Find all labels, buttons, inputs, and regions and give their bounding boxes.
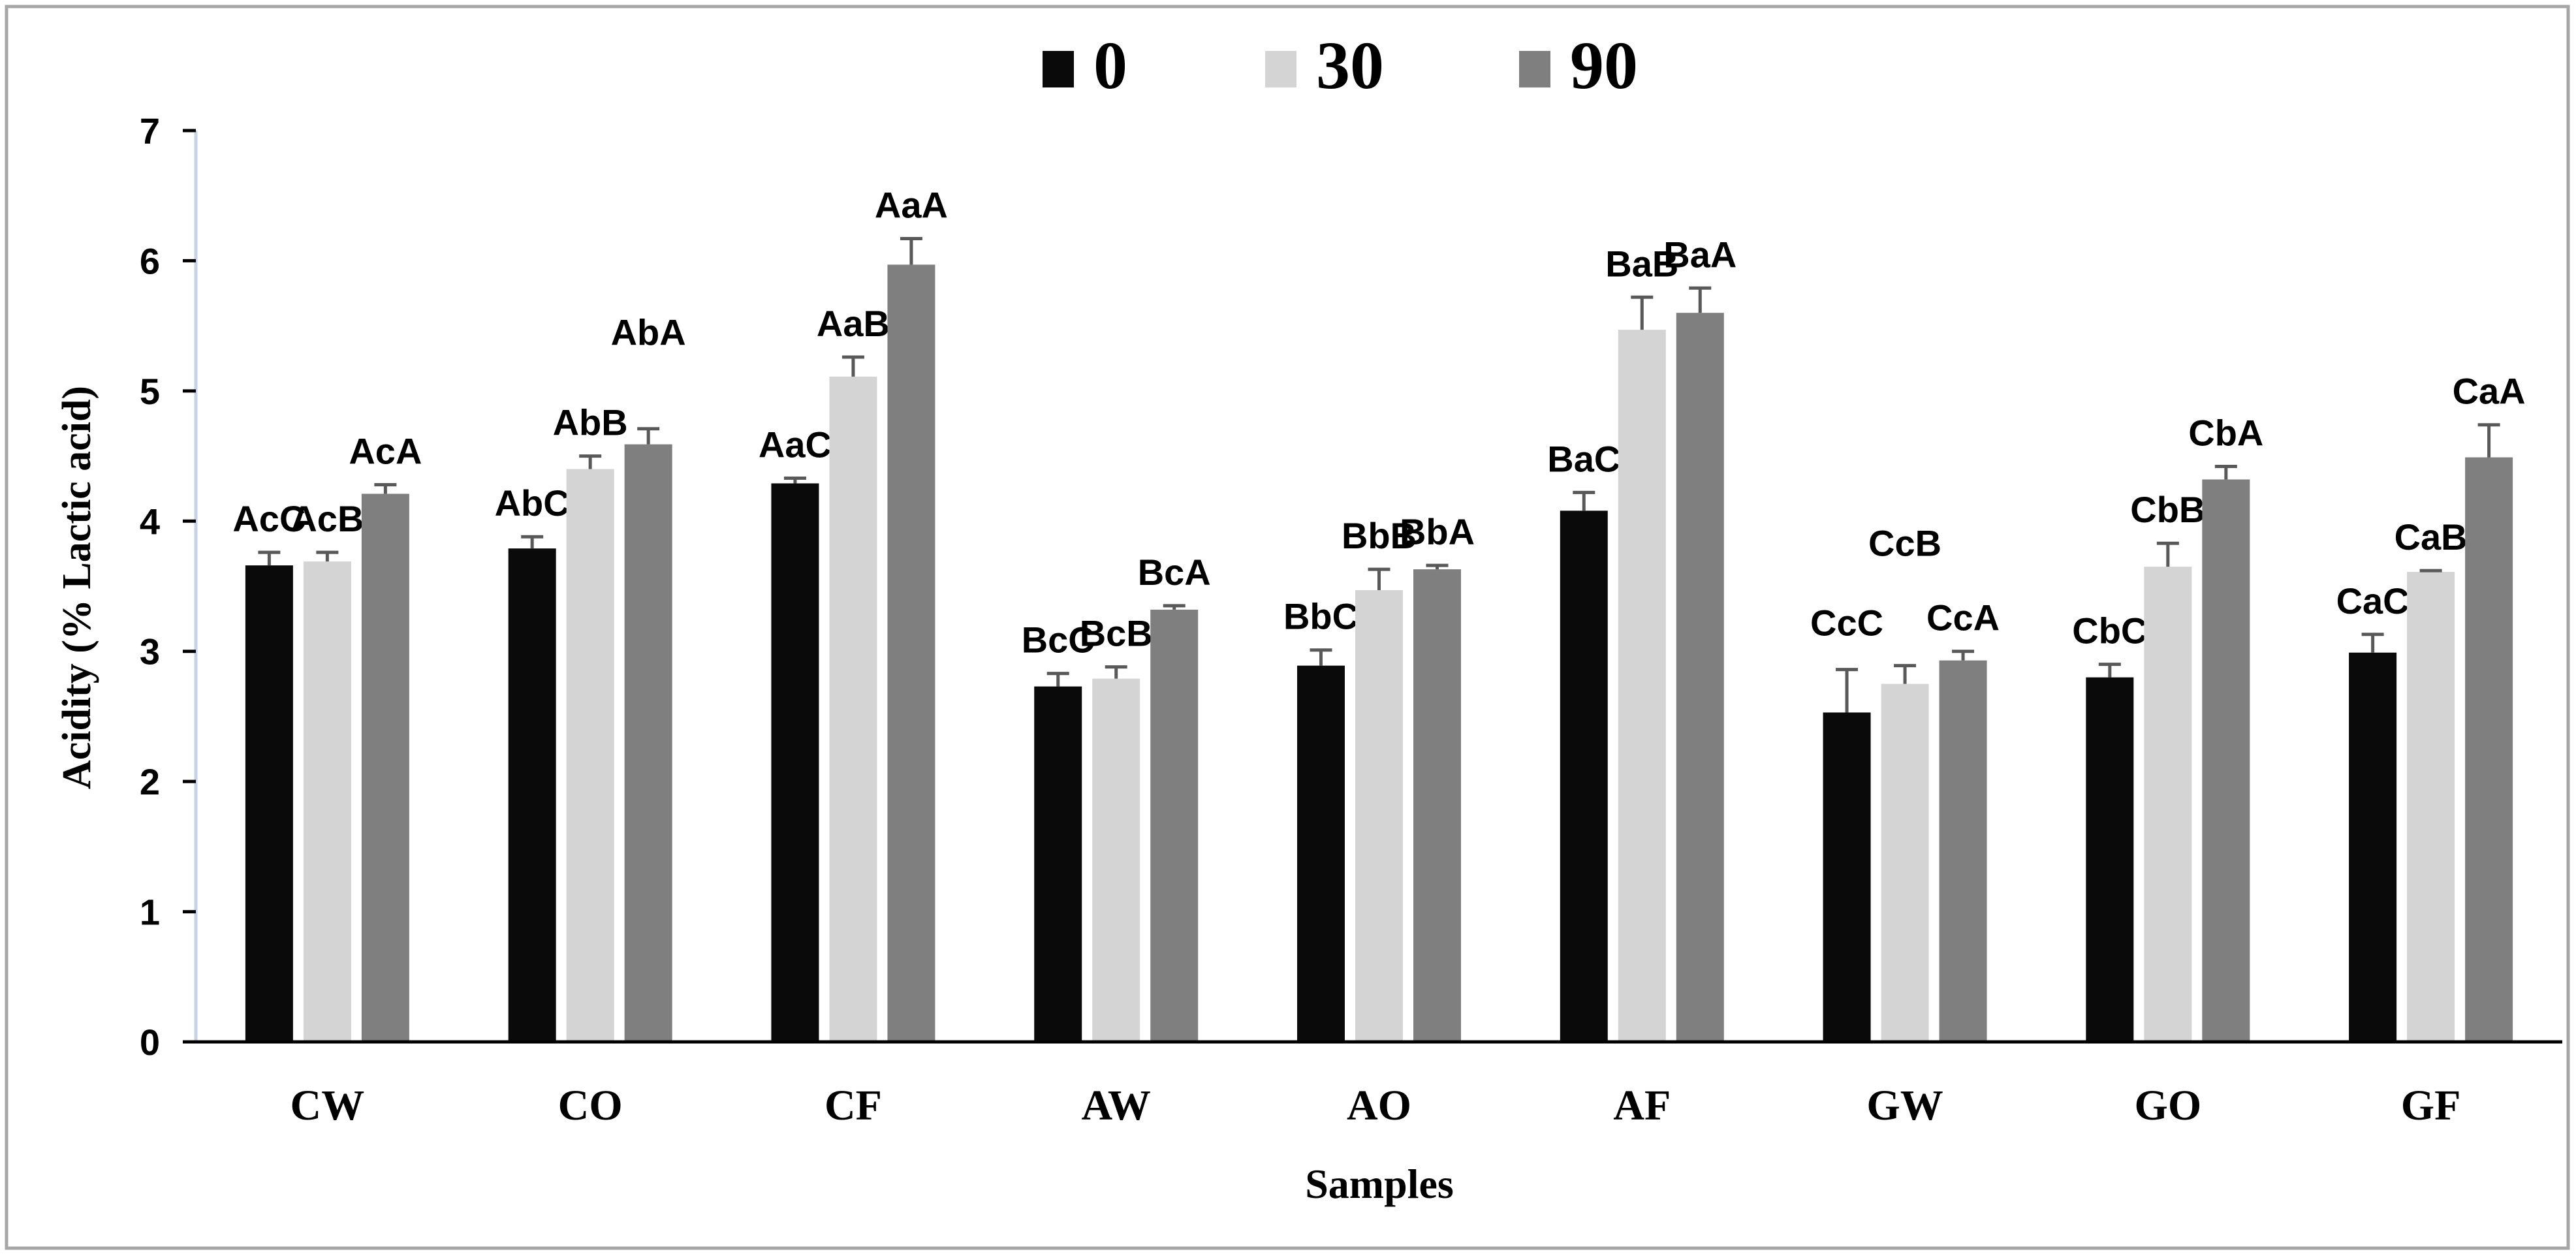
data-label-GF-0: CaC (2336, 580, 2410, 621)
bar-CW-90 (361, 494, 409, 1042)
y-tick-label: 5 (140, 371, 160, 412)
data-label-AF-0: BaC (1547, 438, 1620, 479)
y-tick-label: 1 (140, 892, 160, 933)
data-label-CO-90: AbA (611, 312, 686, 353)
data-label-AW-30: BcB (1080, 613, 1153, 654)
data-label-GO-0: CbC (2072, 610, 2147, 652)
data-label-AF-90: BaA (1663, 234, 1736, 275)
y-axis-title: Acidity (% Lactic acid) (55, 386, 99, 789)
y-tick-label: 6 (140, 240, 160, 281)
bar-CO-90 (624, 444, 672, 1042)
bar-AW-90 (1150, 609, 1199, 1042)
bar-CF-0 (771, 483, 819, 1042)
legend: 0 30 90 (1043, 28, 1638, 103)
legend-label-0: 0 (1093, 28, 1127, 103)
data-label-AF-30: BaB (1605, 243, 1678, 284)
data-label-CW-30: AcB (291, 498, 364, 539)
data-label-AW-0: BcC (1022, 620, 1095, 661)
bar-GF-0 (2349, 652, 2397, 1042)
y-tick-label: 2 (140, 761, 160, 802)
y-tick-label: 3 (140, 631, 160, 672)
data-label-AO-90: BbA (1400, 511, 1475, 552)
data-label-CO-0: AbC (495, 482, 570, 524)
data-label-CW-90: AcA (349, 430, 422, 471)
bar-GO-90 (2202, 479, 2250, 1042)
bar-GO-30 (2144, 567, 2192, 1042)
data-label-CW-0: AcC (232, 498, 306, 539)
bar-GW-90 (1939, 660, 1987, 1042)
data-label-CF-90: AaA (875, 185, 948, 226)
x-tick-label-CF: CF (825, 1082, 882, 1129)
y-tick-label: 0 (140, 1022, 160, 1063)
x-tick-label-GW: GW (1866, 1082, 1943, 1129)
y-tick-label: 7 (140, 110, 160, 151)
data-label-GF-90: CaA (2453, 371, 2526, 412)
legend-swatch-90 (1519, 51, 1550, 87)
bar-CF-30 (829, 376, 877, 1042)
bar-CW-30 (303, 561, 351, 1042)
bar-GW-30 (1881, 683, 1929, 1042)
x-tick-label-GO: GO (2134, 1082, 2201, 1129)
bar-GW-0 (1823, 712, 1871, 1042)
legend-swatch-30 (1265, 51, 1296, 87)
y-tick-label: 4 (140, 501, 160, 542)
bar-AO-0 (1297, 665, 1345, 1042)
bar-AO-30 (1355, 589, 1403, 1042)
bar-AF-0 (1560, 510, 1608, 1042)
bar-AW-30 (1092, 678, 1140, 1042)
x-tick-label-CW: CW (291, 1082, 365, 1129)
bar-GO-0 (2086, 677, 2134, 1042)
x-tick-label-AO: AO (1347, 1082, 1411, 1129)
x-axis: CW CO CF AW AO AF GW GO GF (196, 1040, 2562, 1129)
data-label-GO-90: CbA (2188, 413, 2263, 454)
bar-AO-90 (1413, 569, 1461, 1042)
data-label-GO-30: CbB (2130, 489, 2205, 530)
bar-AW-0 (1034, 686, 1082, 1042)
data-label-AO-0: BbC (1283, 596, 1359, 637)
y-axis: 0 1 2 3 4 5 6 7 (140, 110, 198, 1063)
data-label-GW-0: CcC (1810, 603, 1883, 644)
data-label-CF-30: AaB (817, 303, 890, 344)
chart-frame (5, 5, 2570, 1250)
data-label-GW-90: CcA (1926, 597, 2000, 638)
bar-CW-0 (245, 565, 293, 1042)
data-label-GF-30: CaB (2395, 516, 2468, 557)
bar-AF-30 (1618, 330, 1666, 1042)
legend-label-90: 90 (1570, 28, 1638, 103)
legend-label-30: 30 (1316, 28, 1384, 103)
data-label-CO-30: AbB (553, 402, 628, 443)
x-axis-title: Samples (1305, 1161, 1454, 1207)
bar-CO-30 (566, 469, 614, 1042)
bar-AF-90 (1676, 313, 1724, 1043)
legend-swatch-0 (1043, 51, 1074, 87)
bar-CO-0 (508, 548, 556, 1042)
bar-GF-30 (2407, 572, 2455, 1042)
x-tick-label-GF: GF (2401, 1082, 2461, 1129)
x-tick-label-CO: CO (558, 1082, 623, 1129)
data-label-CF-0: AaC (759, 424, 832, 465)
bar-CF-90 (887, 264, 935, 1043)
data-label-GW-30: CcB (1868, 523, 1941, 564)
x-tick-label-AW: AW (1082, 1082, 1151, 1129)
data-label-AO-30: BbB (1342, 515, 1417, 556)
x-tick-label-AF: AF (1613, 1082, 1671, 1129)
bar-GF-90 (2465, 457, 2513, 1042)
data-label-AW-90: BcA (1138, 552, 1211, 593)
